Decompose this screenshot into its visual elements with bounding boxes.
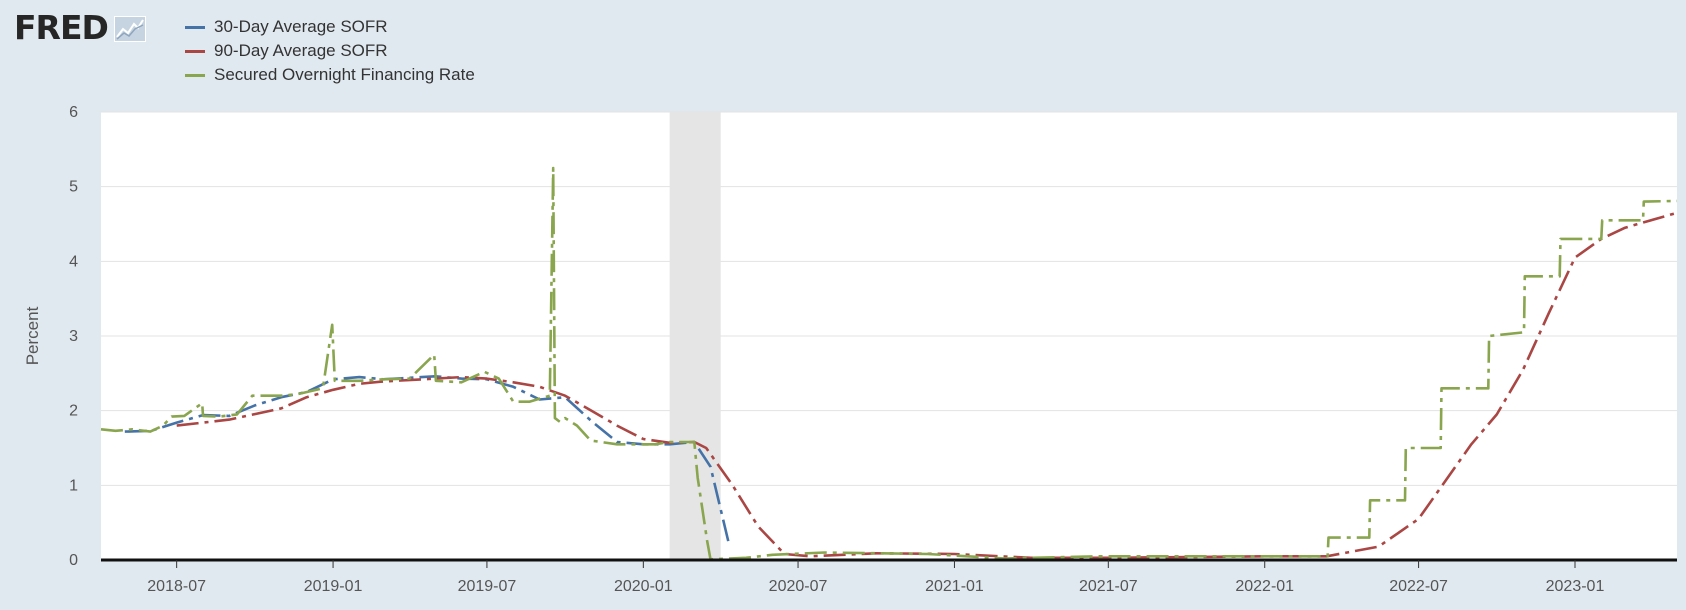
x-tick-label-2019-01: 2019-01 [304,578,363,595]
x-tick-label-2022-01: 2022-01 [1235,578,1294,595]
series-line-3 [100,166,1678,561]
x-tick-label-2021-01: 2021-01 [925,578,984,595]
y-tick-label-4: 4 [69,253,78,270]
y-tick-label-0: 0 [69,552,78,569]
legend-label: 30-Day Average SOFR [214,17,388,36]
line-chart-icon [113,16,146,42]
x-tick-label-2021-07: 2021-07 [1079,578,1138,595]
y-tick-label-6: 6 [69,104,78,121]
y-tick-label-5: 5 [69,179,78,196]
y-tick-label-3: 3 [69,328,78,345]
y-axis-title: Percent [23,306,42,365]
x-tick-label-2022-07: 2022-07 [1389,578,1448,595]
legend-label: Secured Overnight Financing Rate [214,65,475,84]
legend-swatch [185,73,205,77]
fred-logo[interactable]: FRED [14,10,146,46]
x-tick-label-2020-07: 2020-07 [769,578,828,595]
x-tick-label-2020-01: 2020-01 [614,578,673,595]
x-tick-label-2023-01: 2023-01 [1546,578,1605,595]
chart-legend: 30-Day Average SOFR 90-Day Average SOFR Se… [185,15,475,87]
recession-shading [669,112,721,560]
legend-item-3[interactable]: Secured Overnight Financing Rate [185,63,475,87]
legend-swatch [185,25,205,29]
legend-item-2[interactable]: 90-Day Average SOFR [185,39,475,63]
y-tick-label-2: 2 [69,403,78,420]
x-tick-label-2019-07: 2019-07 [458,578,517,595]
legend-swatch [185,49,205,53]
series-line-2 [176,211,1678,560]
y-tick-label-1: 1 [69,477,78,494]
x-tick-label-2018-07: 2018-07 [147,578,206,595]
legend-item-1[interactable]: 30-Day Average SOFR [185,15,475,39]
legend-label: 90-Day Average SOFR [214,41,388,60]
logo-text: FRED [14,8,109,47]
